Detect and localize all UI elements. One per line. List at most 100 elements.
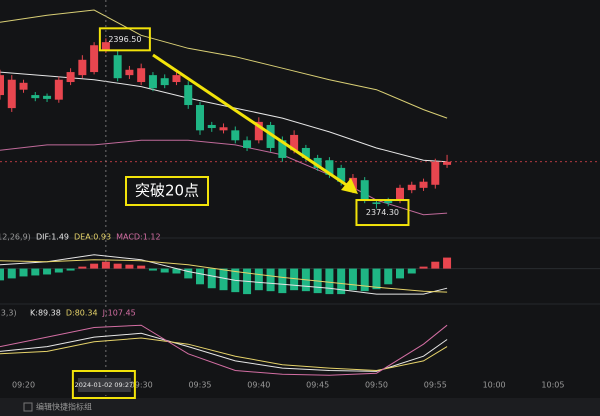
macd-bar <box>137 265 146 269</box>
candle-body <box>290 134 299 151</box>
candle-body <box>90 45 99 73</box>
macd-bar <box>348 268 357 291</box>
crosshair-label: 2024-01-02 09:27 <box>75 381 134 389</box>
macd-bar <box>207 268 216 289</box>
macd-bar <box>78 266 87 269</box>
legend-entry: J:107.45 <box>102 309 136 318</box>
candle-body <box>66 72 75 83</box>
candle-body <box>148 75 157 89</box>
highlight-box <box>98 27 151 52</box>
macd-bar <box>431 261 440 269</box>
macd-bar <box>113 263 122 269</box>
x-tick-label: 09:55 <box>424 381 447 390</box>
line <box>0 139 448 216</box>
candle-body <box>219 127 228 131</box>
candle-body <box>101 42 110 50</box>
macd-bar <box>148 268 157 271</box>
macd-bar <box>184 268 193 279</box>
line <box>0 259 448 293</box>
macd-bar <box>31 268 40 276</box>
indicator-params: (12,26,9) <box>0 233 31 242</box>
candle-body <box>254 121 263 141</box>
candle-body <box>31 95 40 99</box>
line <box>0 324 448 376</box>
macd-bar <box>396 268 404 279</box>
candle-body <box>384 200 393 204</box>
candle-body <box>19 82 28 90</box>
legend-entry: K:89.38 <box>30 309 61 318</box>
candle-body <box>137 68 146 83</box>
candle-body <box>7 79 16 109</box>
x-tick-label: 09:40 <box>247 381 270 390</box>
footer-icon[interactable] <box>23 402 33 412</box>
macd-bar <box>266 268 275 292</box>
price-annotation: 2396.50 <box>108 35 141 44</box>
candle-body <box>43 95 52 99</box>
macd-bar <box>219 268 228 291</box>
macd-bar <box>337 268 346 295</box>
macd-bar <box>196 268 204 285</box>
candle-body <box>360 180 369 201</box>
crosshair-label-bg <box>77 378 131 392</box>
line <box>0 9 448 119</box>
macd-bar <box>290 268 299 291</box>
x-tick-label: 09:50 <box>365 381 388 390</box>
crosshair-box <box>71 370 136 399</box>
line <box>0 332 448 372</box>
x-tick-label: 10:05 <box>541 381 564 390</box>
candle-body <box>196 105 204 131</box>
line <box>0 337 448 372</box>
macd-bar <box>419 266 428 269</box>
price-annotation: 2374.30 <box>366 208 399 217</box>
legend-entry: DEA:0.93 <box>74 233 111 242</box>
candle-body <box>313 157 322 168</box>
highlight-box <box>355 199 410 227</box>
candle-body <box>301 147 310 158</box>
macd-bar <box>19 268 28 277</box>
macd-bar <box>101 261 110 269</box>
candle-body <box>172 75 181 83</box>
footer-text[interactable]: 编辑快捷指标组 <box>36 402 92 412</box>
candle-body <box>243 140 252 148</box>
macd-bar <box>43 268 52 275</box>
macd-bar <box>407 268 416 274</box>
candle-body <box>113 55 122 79</box>
trend-arrowhead <box>341 178 358 194</box>
macd-bar <box>66 268 75 271</box>
macd-bar <box>384 268 393 285</box>
line <box>0 71 448 163</box>
x-tick-label: 09:35 <box>188 381 211 390</box>
candle-body <box>231 130 240 141</box>
macd-bar <box>443 257 452 269</box>
candle-body <box>278 140 287 158</box>
x-tick-label: 09:30 <box>130 381 153 390</box>
callout-text: 突破20点 <box>135 182 199 200</box>
macd-bar <box>90 263 99 269</box>
footer-bar <box>0 398 600 416</box>
macd-bar <box>325 268 334 295</box>
macd-bar <box>360 268 369 292</box>
candle-body <box>207 124 216 129</box>
candle-body <box>78 59 87 76</box>
line <box>0 254 448 295</box>
candle-body <box>443 161 452 165</box>
legend-entry: DIF:1.49 <box>36 233 69 242</box>
macd-bar <box>125 264 134 269</box>
candle-body <box>396 187 404 201</box>
legend-entry: MACD:1.12 <box>116 233 161 242</box>
macd-bar <box>278 268 287 294</box>
x-tick-label: 09:20 <box>12 381 35 390</box>
candle-body <box>325 160 334 175</box>
candle-body <box>184 85 193 106</box>
trend-arrow <box>152 53 349 188</box>
candle-body <box>419 181 428 188</box>
candle-body <box>125 69 134 76</box>
macd-bar <box>54 268 63 273</box>
callout-box <box>125 176 209 206</box>
macd-bar <box>172 268 181 274</box>
macd-bar <box>0 268 4 281</box>
candle-body <box>337 167 346 182</box>
macd-bar <box>160 268 169 273</box>
macd-bar <box>7 268 16 279</box>
